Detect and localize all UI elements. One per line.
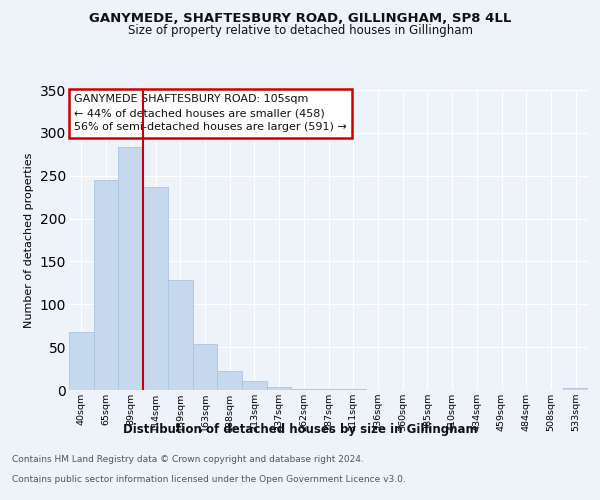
Bar — [341, 389, 365, 390]
Bar — [168, 280, 193, 390]
Y-axis label: Number of detached properties: Number of detached properties — [24, 152, 34, 328]
Text: Contains public sector information licensed under the Open Government Licence v3: Contains public sector information licen… — [12, 475, 406, 484]
Bar — [94, 180, 118, 390]
Bar — [69, 332, 94, 390]
Bar — [193, 344, 217, 390]
Bar — [242, 382, 267, 390]
Bar — [563, 388, 588, 390]
Bar — [143, 187, 168, 390]
Text: Contains HM Land Registry data © Crown copyright and database right 2024.: Contains HM Land Registry data © Crown c… — [12, 455, 364, 464]
Bar — [316, 389, 341, 390]
Bar — [292, 389, 316, 390]
Text: Distribution of detached houses by size in Gillingham: Distribution of detached houses by size … — [122, 422, 478, 436]
Text: Size of property relative to detached houses in Gillingham: Size of property relative to detached ho… — [128, 24, 473, 37]
Bar — [217, 371, 242, 390]
Bar — [267, 386, 292, 390]
Bar — [118, 146, 143, 390]
Text: GANYMEDE, SHAFTESBURY ROAD, GILLINGHAM, SP8 4LL: GANYMEDE, SHAFTESBURY ROAD, GILLINGHAM, … — [89, 12, 511, 26]
Text: GANYMEDE SHAFTESBURY ROAD: 105sqm
← 44% of detached houses are smaller (458)
56%: GANYMEDE SHAFTESBURY ROAD: 105sqm ← 44% … — [74, 94, 347, 132]
